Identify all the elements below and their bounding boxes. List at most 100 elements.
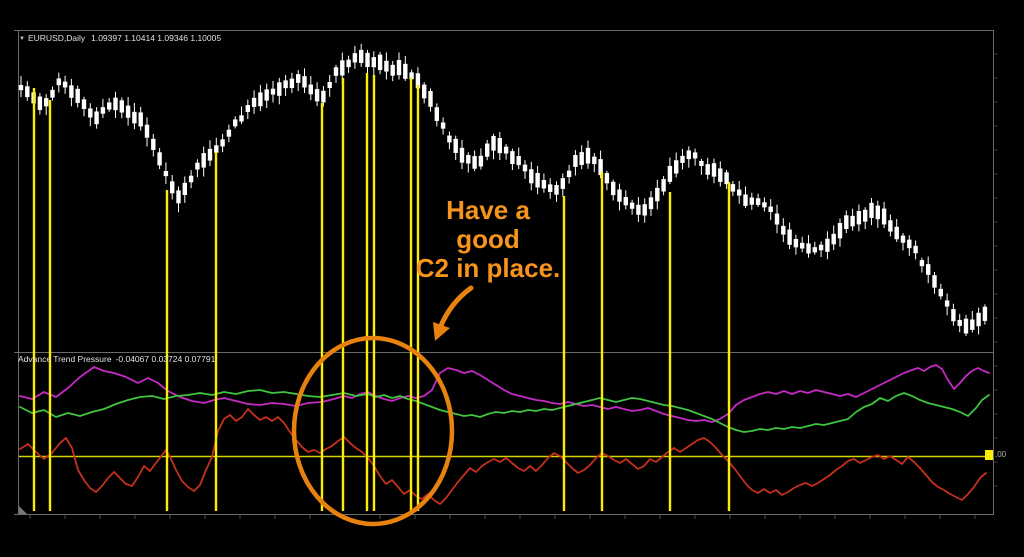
candle-body <box>239 115 244 122</box>
candle-body <box>226 129 232 137</box>
candle-body <box>913 245 918 254</box>
candle-body <box>157 152 162 166</box>
candle-body <box>636 204 641 215</box>
candle-body <box>251 97 257 107</box>
zero-level-value: .00 <box>995 450 1007 459</box>
candle-body <box>875 205 880 220</box>
candle-body <box>579 152 584 165</box>
candle-body <box>510 151 515 165</box>
indicator-name: Advance Trend Pressure <box>18 354 112 364</box>
candle-body <box>100 107 106 114</box>
candle-body <box>926 264 931 275</box>
candle-body <box>825 238 830 252</box>
candle-body <box>982 306 988 321</box>
candle-body <box>963 318 969 334</box>
candle-body <box>970 319 975 330</box>
candle-body <box>497 138 502 154</box>
candle-body <box>881 208 887 225</box>
candle-body <box>415 73 421 89</box>
candle-body <box>220 139 225 147</box>
candle-body <box>50 89 55 98</box>
candle-body <box>18 84 24 91</box>
candle-body <box>327 81 332 88</box>
candle-body <box>932 275 937 288</box>
atp-red-line <box>19 408 987 505</box>
candle-body <box>806 243 811 254</box>
zero-level-marker-icon <box>985 449 993 460</box>
candle-body <box>25 86 30 98</box>
candle-body <box>321 90 326 103</box>
candle-body <box>182 182 187 195</box>
candle-body <box>787 229 792 245</box>
indicator-lines <box>19 364 990 505</box>
candle-body <box>573 154 578 167</box>
candle-body <box>743 194 748 206</box>
candle-body <box>371 57 376 68</box>
candle-body <box>592 156 597 165</box>
candle-body <box>207 148 213 161</box>
candle-body <box>37 96 43 110</box>
candle-body <box>793 239 799 248</box>
candle-body <box>56 78 61 86</box>
candle-body <box>44 98 49 107</box>
candle-body <box>75 88 80 103</box>
candle-body <box>491 135 496 151</box>
annotation-text: Have a good C2 in place. <box>408 196 568 283</box>
candle-body <box>623 197 628 206</box>
candle-body <box>264 89 269 101</box>
candle-body <box>598 159 603 176</box>
candle-body <box>359 49 364 63</box>
annotation-arrowhead-icon <box>433 322 450 341</box>
candle-body <box>176 190 181 204</box>
candle-body <box>680 155 685 163</box>
candle-body <box>768 206 773 213</box>
candle-body <box>529 169 534 184</box>
candle-body <box>749 197 754 205</box>
candle-body <box>737 189 742 196</box>
candle-body <box>283 80 288 89</box>
candle-body <box>844 215 849 230</box>
candle-body <box>94 111 99 125</box>
candle-body <box>674 160 679 174</box>
candle-body <box>516 156 521 166</box>
candle-body <box>188 175 194 183</box>
candle-body <box>944 300 950 307</box>
candle-body <box>403 63 408 79</box>
candle-body <box>113 97 118 111</box>
candle-body <box>314 89 320 102</box>
candle-body <box>585 147 591 164</box>
candle-body <box>755 198 761 205</box>
candle-body <box>428 90 433 107</box>
candle-body <box>705 164 710 175</box>
candle-body <box>762 202 767 208</box>
candle-body <box>466 154 471 164</box>
candle-body <box>352 53 358 63</box>
indicator-values: -0.04067 0.03724 0.07791 <box>115 354 216 364</box>
candle-body <box>81 99 87 110</box>
candle-body <box>976 312 981 327</box>
candle-body <box>655 187 660 202</box>
ohlc-values: 1.09397 1.10414 1.09346 1.10005 <box>91 33 222 43</box>
annotation-arrow-shaft <box>437 285 474 331</box>
candle-body <box>163 171 169 177</box>
candle-body <box>201 153 206 168</box>
candle-body <box>604 173 610 184</box>
yellow-vertical-lines[interactable] <box>32 73 731 511</box>
candle-body <box>132 111 137 124</box>
chart-frame <box>14 30 998 519</box>
candle-body <box>667 165 673 182</box>
candle-body <box>62 81 68 88</box>
candle-body <box>233 119 238 127</box>
candle-body <box>951 309 956 322</box>
candle-body <box>617 189 622 202</box>
candle-body <box>699 160 704 166</box>
candle-body <box>88 108 93 118</box>
candle-body <box>119 100 124 113</box>
candle-body <box>365 52 370 67</box>
candle-body <box>107 102 112 110</box>
candle-body <box>863 209 868 222</box>
atp-magenta-line <box>19 364 990 423</box>
candle-body <box>541 180 547 189</box>
